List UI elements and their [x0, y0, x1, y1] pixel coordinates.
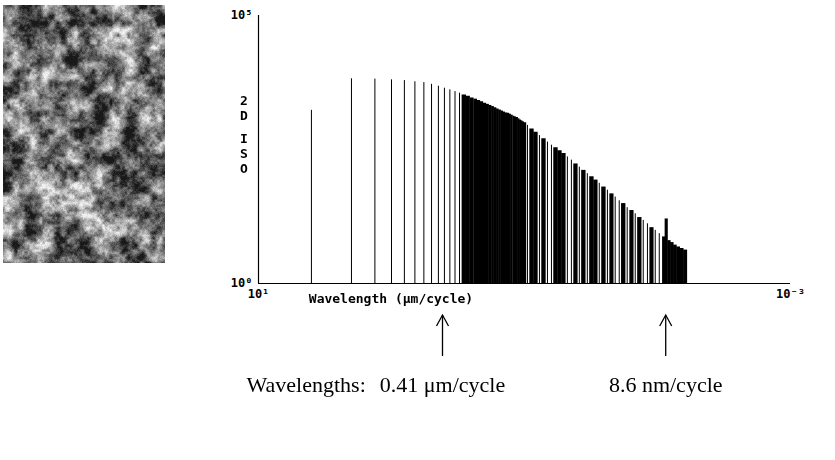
- svg-text:10¹: 10¹: [248, 287, 270, 301]
- svg-text:D: D: [240, 108, 248, 123]
- svg-text:I: I: [240, 131, 248, 146]
- svg-text:O: O: [240, 161, 248, 176]
- svg-text:10⁰: 10⁰: [230, 276, 253, 291]
- svg-text:2: 2: [240, 93, 248, 108]
- svg-text:Wavelengths:: Wavelengths:: [247, 372, 366, 397]
- svg-text:Wavelength (μm/cycle): Wavelength (μm/cycle): [309, 291, 473, 306]
- svg-text:10⁻³: 10⁻³: [776, 287, 805, 301]
- svg-text:8.6 nm/cycle: 8.6 nm/cycle: [609, 372, 723, 397]
- svg-text:0.41 μm/cycle: 0.41 μm/cycle: [380, 372, 505, 397]
- svg-text:S: S: [240, 146, 248, 161]
- svg-text:10⁵: 10⁵: [231, 8, 253, 22]
